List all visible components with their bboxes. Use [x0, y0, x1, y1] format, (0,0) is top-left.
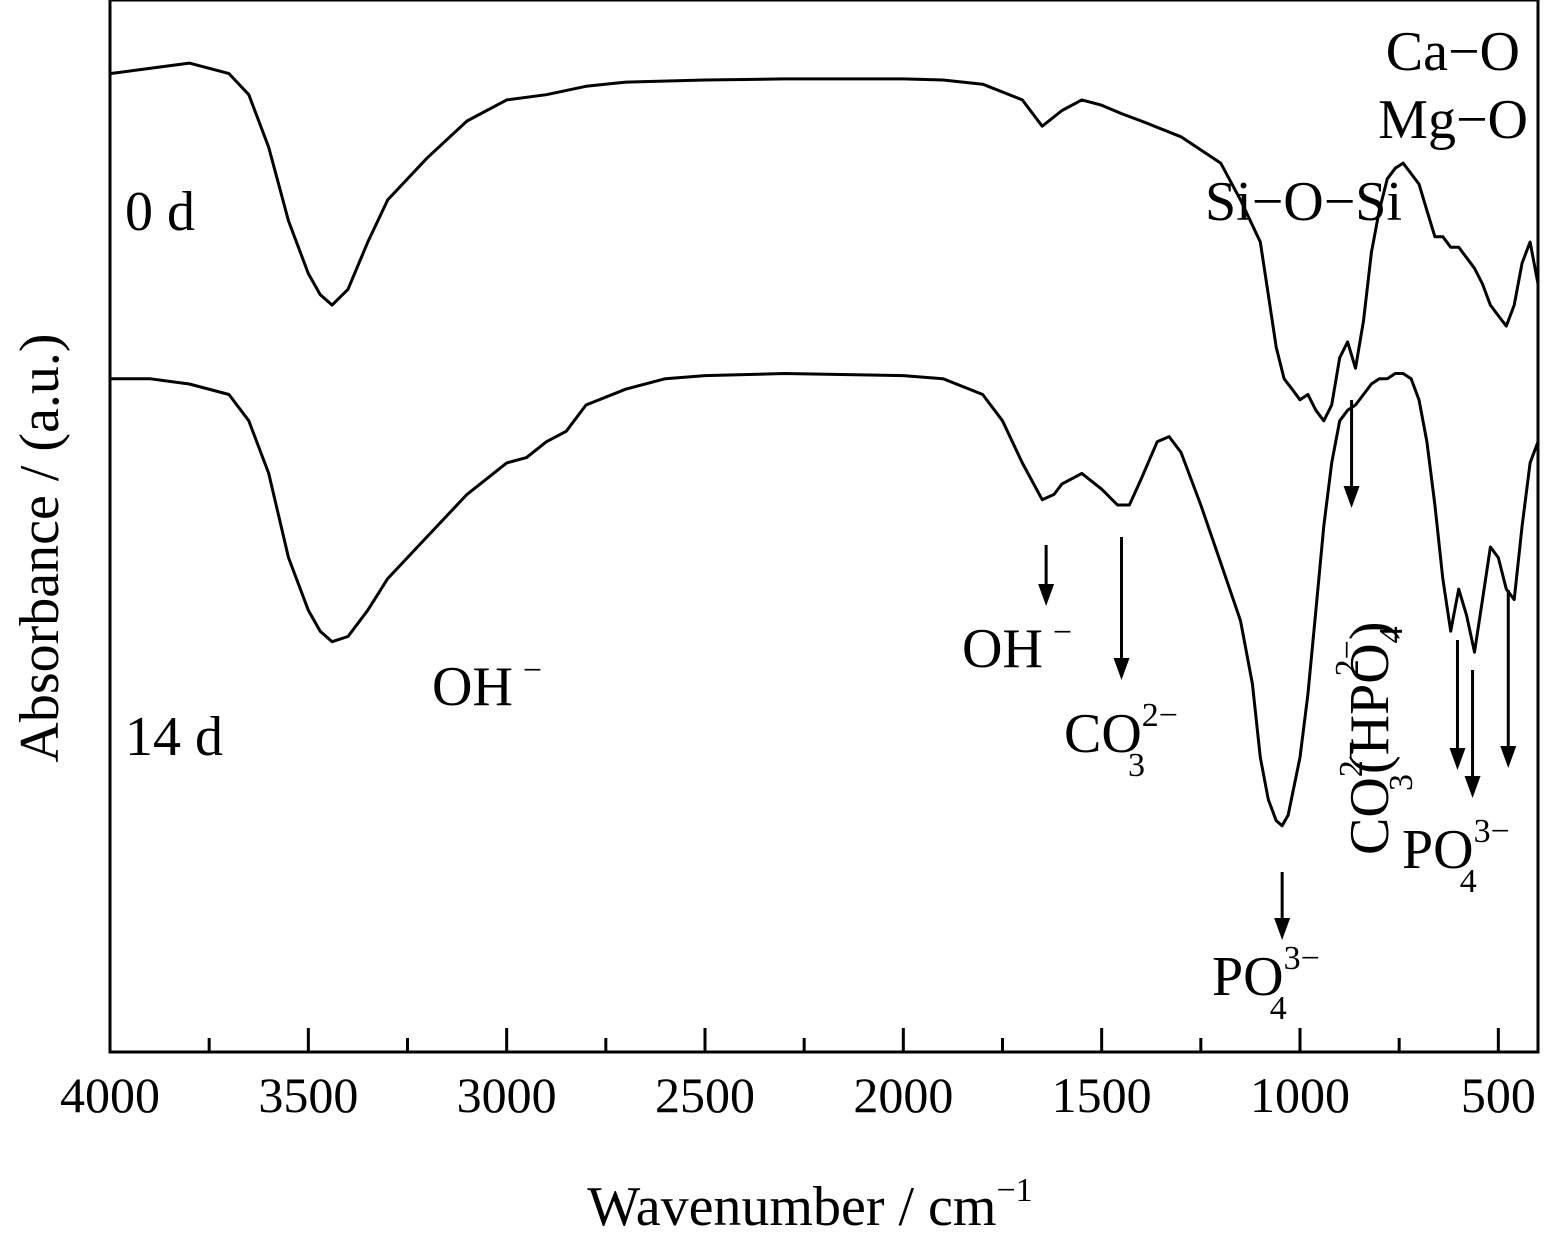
co3-hpo4-label: CO2−3(HPO42−) [1329, 621, 1420, 855]
x-tick-label: 4000 [60, 1067, 160, 1123]
series-label-0d: 0 d [125, 181, 195, 243]
x-tick-label: 1000 [1250, 1067, 1350, 1123]
annotation-arrows [1038, 400, 1517, 940]
x-tick-label: 3500 [258, 1067, 358, 1123]
x-tick-label: 2000 [853, 1067, 953, 1123]
co3-arrow-head [1113, 658, 1130, 680]
y-axis-title: Absorbance / (a.u.) [9, 333, 71, 762]
series-line-0 [109, 61, 1540, 423]
co3-label: CO2− 3 [1064, 697, 1178, 784]
si-o-si-label: Si−O−Si [1205, 171, 1402, 233]
mg-o-label: Mg−O [1378, 89, 1528, 151]
oh-arrow-head [1038, 584, 1055, 606]
series-layer [109, 61, 1540, 828]
oh-label-bend: OH − [962, 614, 1072, 680]
x-tick-label: 2500 [655, 1067, 755, 1123]
x-tick-label: 1500 [1052, 1067, 1152, 1123]
po4-label-main: PO3− 4 [1212, 940, 1320, 1027]
ca-o-label: Ca−O [1386, 21, 1520, 83]
x-tick-label: 500 [1461, 1067, 1536, 1123]
po4-arrow-1-head [1449, 748, 1466, 770]
po4-arrow-2-head [1464, 776, 1481, 798]
plot-frame [108, 0, 1540, 1054]
oh-label-broad: OH − [432, 652, 542, 718]
series-line-1 [110, 372, 1540, 828]
x-tick-label: 3000 [457, 1067, 557, 1123]
po4-arrow-3-head [1500, 746, 1517, 768]
x-axis-title: Wavenumber / cm−1 [587, 1172, 1032, 1238]
series-label-14d: 14 d [125, 706, 223, 768]
po4-label-low: PO3− 4 [1402, 813, 1510, 900]
po4-main-arrow-head [1274, 918, 1291, 940]
x-axis-ticks: 4000 3500 3000 2500 2000 1500 1000 500 [60, 1028, 1536, 1123]
co3-hpo4-arrow-head [1343, 486, 1360, 508]
